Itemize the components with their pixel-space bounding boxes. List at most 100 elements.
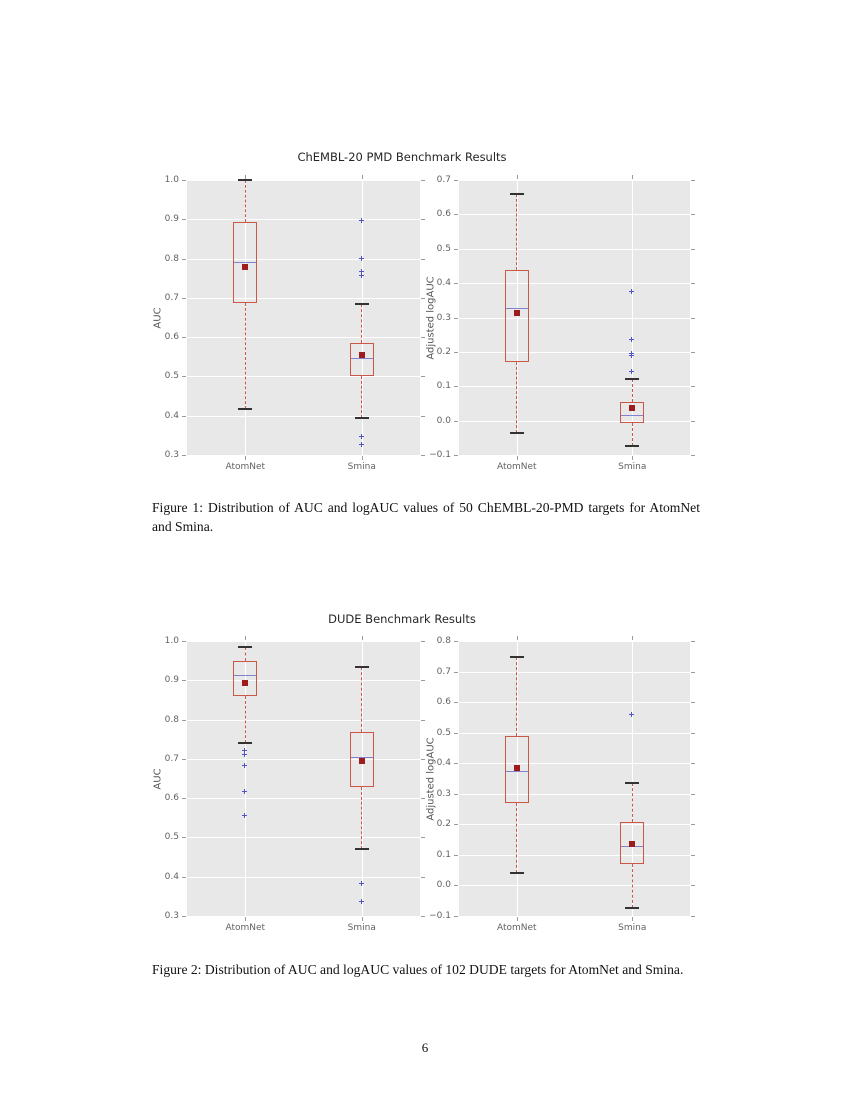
y-tick-label: 0.8 xyxy=(164,253,179,264)
y-tick-right xyxy=(421,415,425,417)
y-tick-left xyxy=(454,420,458,422)
x-category-label: Smina xyxy=(618,462,647,472)
x-tick-bottom xyxy=(516,917,518,921)
gridline xyxy=(459,885,690,887)
x-tick-top xyxy=(632,175,634,179)
mean-marker xyxy=(513,309,520,316)
gridline xyxy=(187,258,420,260)
y-tick-left xyxy=(454,317,458,319)
y-tick-left xyxy=(454,283,458,285)
lower-whisker xyxy=(516,362,518,434)
mean-marker xyxy=(242,263,249,270)
y-tick-right xyxy=(691,248,695,250)
x-category-label: AtomNet xyxy=(496,462,537,472)
y-tick-right xyxy=(421,376,425,378)
x-tick-top xyxy=(516,636,518,640)
lower-whisker xyxy=(631,864,633,909)
gridline xyxy=(187,219,420,221)
outlier-plus-icon xyxy=(242,788,248,794)
y-tick-right xyxy=(421,297,425,299)
y-tick-left xyxy=(182,680,186,682)
y-tick-label: 0.5 xyxy=(436,243,451,254)
median-line xyxy=(234,262,257,264)
x-category-label: AtomNet xyxy=(225,923,266,933)
y-tick-label: 0.2 xyxy=(436,819,451,830)
y-tick-left xyxy=(454,180,458,181)
figure1-caption: Figure 1: Distribution of AUC and logAUC… xyxy=(152,500,700,534)
y-tick-right xyxy=(421,258,425,260)
y-tick-right xyxy=(421,837,425,839)
y-tick-left xyxy=(454,854,458,856)
gridline xyxy=(187,415,420,417)
y-tick-right xyxy=(691,824,695,826)
outlier-plus-icon xyxy=(629,289,635,295)
whisker-cap-top xyxy=(238,645,253,648)
whisker-cap-bottom xyxy=(509,872,524,875)
outlier-plus-icon xyxy=(629,337,635,343)
y-tick-right xyxy=(691,180,695,181)
gridline xyxy=(245,180,247,455)
lower-whisker xyxy=(631,423,633,447)
y-tick-left xyxy=(182,415,186,417)
y-tick-label: 0.9 xyxy=(164,675,179,686)
whisker-cap-top xyxy=(354,302,369,305)
y-tick-right xyxy=(691,671,695,673)
y-tick-label: 0.1 xyxy=(436,849,451,860)
iqr-box xyxy=(504,270,529,363)
whisker-cap-bottom xyxy=(354,848,369,851)
gridline xyxy=(459,351,690,353)
gridline xyxy=(361,641,363,916)
y-tick-label: 0.5 xyxy=(436,727,451,738)
iqr-box xyxy=(349,343,374,377)
y-tick-left xyxy=(454,763,458,765)
iqr-box xyxy=(620,401,645,424)
gridline xyxy=(187,837,420,839)
gridline xyxy=(187,680,420,682)
y-tick-label: 0.3 xyxy=(436,312,451,323)
gridline xyxy=(632,641,634,916)
gridline xyxy=(187,641,420,642)
y-tick-left xyxy=(182,758,186,760)
y-tick-right xyxy=(691,317,695,319)
mean-marker xyxy=(629,840,636,847)
gridline xyxy=(245,641,247,916)
x-tick-top xyxy=(361,175,363,179)
y-tick-right xyxy=(691,763,695,765)
whisker-cap-bottom xyxy=(625,445,640,448)
y-tick-left xyxy=(454,351,458,353)
y-tick-label: 0.4 xyxy=(436,758,451,769)
iqr-box xyxy=(620,822,645,865)
y-tick-right xyxy=(421,641,425,642)
y-tick-right xyxy=(691,732,695,734)
mean-marker xyxy=(358,351,365,358)
whisker-cap-top xyxy=(238,179,253,182)
gridline xyxy=(459,702,690,704)
y-tick-left xyxy=(454,455,458,456)
y-axis-label: AUC xyxy=(152,306,164,329)
y-tick-right xyxy=(421,798,425,800)
y-tick-right xyxy=(421,719,425,721)
upper-whisker xyxy=(361,667,363,733)
y-tick-right xyxy=(421,337,425,339)
y-tick-label: 0.3 xyxy=(164,450,179,460)
whisker-cap-top xyxy=(509,656,524,659)
whisker-cap-top xyxy=(354,666,369,669)
gridline xyxy=(459,671,690,673)
y-tick-label: −0.1 xyxy=(429,911,451,921)
lower-whisker xyxy=(361,787,363,850)
whisker-cap-bottom xyxy=(625,907,640,910)
y-tick-left xyxy=(182,837,186,839)
x-category-label: Smina xyxy=(618,923,647,933)
outlier-plus-icon xyxy=(629,352,635,358)
outlier-plus-icon xyxy=(358,441,364,447)
upper-whisker xyxy=(516,193,518,271)
y-tick-right xyxy=(691,455,695,456)
y-tick-left xyxy=(454,671,458,673)
y-tick-left xyxy=(182,180,186,181)
lower-whisker xyxy=(244,302,246,410)
y-tick-left xyxy=(454,248,458,250)
gridline xyxy=(187,455,420,456)
y-tick-right xyxy=(691,854,695,856)
gridline xyxy=(187,337,420,339)
gridline xyxy=(459,248,690,250)
